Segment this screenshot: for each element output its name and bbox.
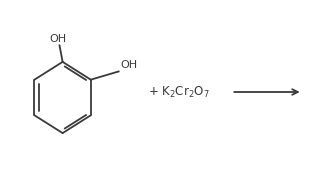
- Text: + K$_2$Cr$_2$O$_7$: + K$_2$Cr$_2$O$_7$: [148, 84, 210, 100]
- Text: OH: OH: [120, 60, 137, 70]
- Text: OH: OH: [49, 34, 67, 44]
